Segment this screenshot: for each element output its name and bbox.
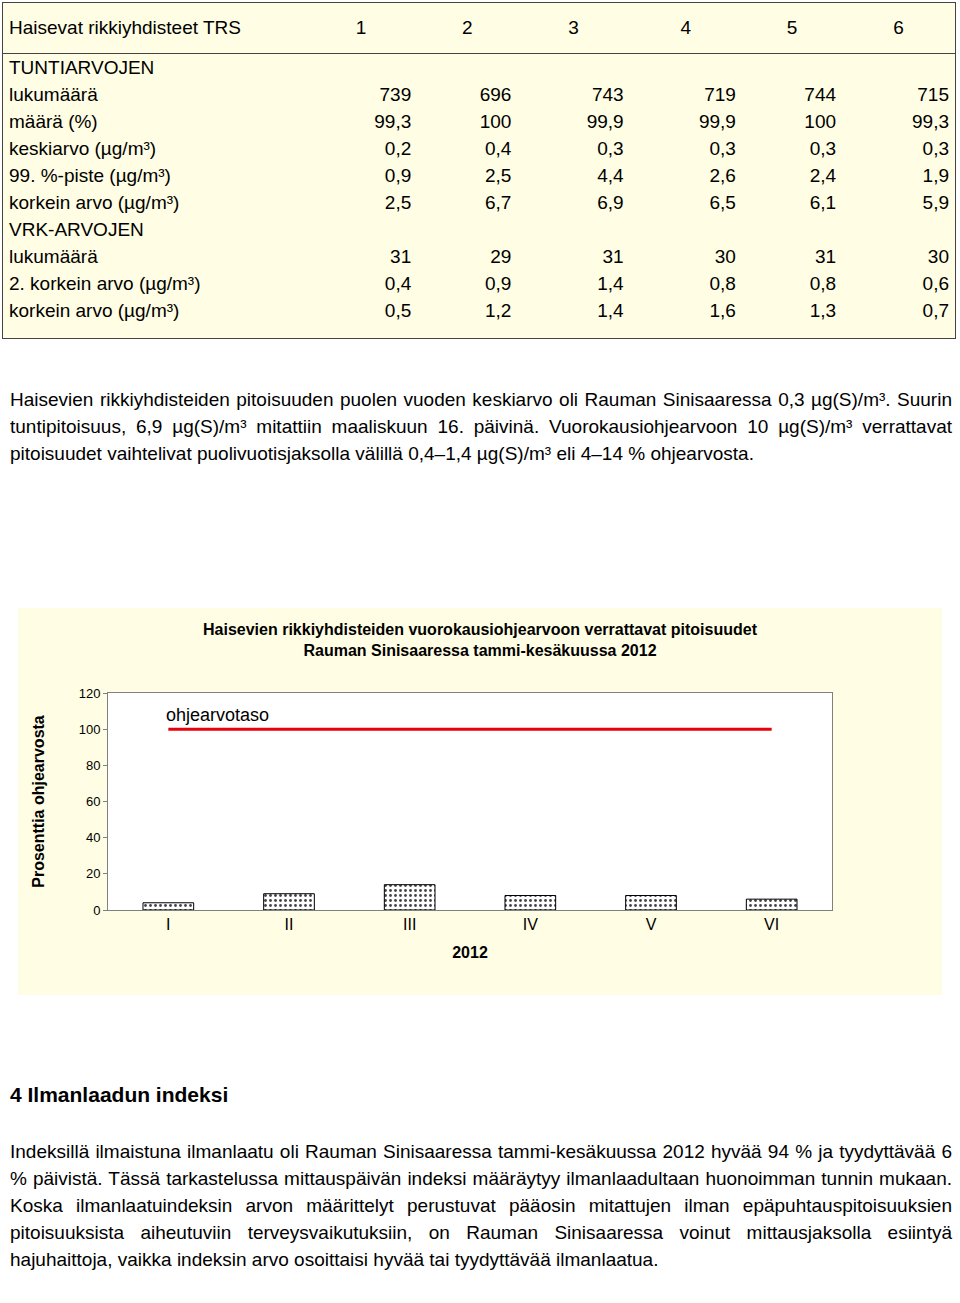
html-text:31: 31 [390,245,412,267]
html-text:0,9: 0,9 [384,164,412,186]
html-text:0,2: 0,2 [384,137,412,159]
html-text:0,9: 0,9 [485,272,512,294]
html-text:0,4: 0,4 [384,272,412,294]
html-text:lukumäärä: lukumäärä [9,83,98,105]
html-text:korkein arvo (µg/m³): korkein arvo (µg/m³) [9,191,180,213]
html-text:4 Ilmanlaadun indeksi: 4 Ilmanlaadun indeksi [10,1083,229,1106]
html-text:739: 739 [379,83,412,105]
html-text:0,8: 0,8 [809,272,837,294]
svg-text:ohjearvotaso: ohjearvotaso [166,705,269,725]
html-text:Haisevien rikkiyhdisteiden pit: Haisevien rikkiyhdisteiden pitoisuuden p… [10,389,952,464]
svg-text:Haisevien rikkiyhdisteiden vuo: Haisevien rikkiyhdisteiden vuorokausiohj… [203,621,758,659]
html-text:29: 29 [490,245,512,267]
svg-text:V: V [646,916,657,933]
svg-text:III: III [403,916,416,933]
html-text:5,9: 5,9 [922,191,949,213]
html-text:30: 30 [714,245,736,267]
html-text:keskiarvo (µg/m³): keskiarvo (µg/m³) [9,137,157,159]
svg-text:60: 60 [86,794,100,809]
html-text:1,4: 1,4 [597,272,624,294]
html-text:0,3: 0,3 [922,137,949,159]
html-text:99,9: 99,9 [698,110,736,132]
html-text:6: 6 [893,17,904,38]
svg-text:VI: VI [764,916,779,933]
html-text:2,5: 2,5 [384,191,412,213]
html-text:0,8: 0,8 [709,272,736,294]
html-text:743: 743 [592,83,624,105]
html-text:1: 1 [355,17,367,38]
html-text:100: 100 [479,110,512,132]
svg-text:0: 0 [93,903,100,918]
html-text:1,4: 1,4 [597,299,624,321]
html-text:696: 696 [479,83,512,105]
html-text:2: 2 [462,17,473,38]
svg-text:100: 100 [79,722,101,737]
html-text:6,1: 6,1 [809,191,837,213]
html-text:VRK-ARVOJEN: VRK-ARVOJEN [9,218,144,240]
html-text:31: 31 [814,245,837,267]
svg-text:IV: IV [523,916,538,933]
html-text:TUNTIARVOJEN: TUNTIARVOJEN [9,56,155,78]
html-text:6,7: 6,7 [485,191,512,213]
html-text:2,5: 2,5 [485,164,512,186]
html-text:0,6: 0,6 [922,272,949,294]
html-text:0,3: 0,3 [597,137,624,159]
html-text:Indeksillä ilmaistuna ilmanlaa: Indeksillä ilmaistuna ilmanlaatu oli Rau… [10,1141,952,1270]
html-text:5: 5 [786,17,798,38]
html-text:lukumäärä: lukumäärä [9,245,98,267]
html-text:2,4: 2,4 [809,164,837,186]
html-text:719: 719 [704,83,736,105]
html-text:715: 715 [917,83,949,105]
svg-text:120: 120 [79,686,101,701]
html-text:1,9: 1,9 [922,164,949,186]
svg-text:80: 80 [86,758,100,773]
html-text:0,3: 0,3 [709,137,736,159]
html-text:1,6: 1,6 [709,299,736,321]
html-text:Haisevat rikkiyhdisteet TRS: Haisevat rikkiyhdisteet TRS [9,17,241,38]
html-text:100: 100 [804,110,837,132]
svg-text:2012: 2012 [452,944,488,961]
html-text:0,5: 0,5 [384,299,412,321]
html-text:0,4: 0,4 [485,137,512,159]
html-text:6,5: 6,5 [709,191,736,213]
html-text:31: 31 [602,245,624,267]
html-text:99,3: 99,3 [912,110,949,132]
svg-text:II: II [285,916,294,933]
html-text:6,9: 6,9 [597,191,624,213]
html-text:0,3: 0,3 [809,137,837,159]
html-text:744: 744 [804,83,837,105]
svg-text:20: 20 [86,866,100,881]
html-text:99,9: 99,9 [586,110,624,132]
html-text:1,2: 1,2 [485,299,512,321]
html-text:määrä (%): määrä (%) [9,110,98,132]
html-text:30: 30 [927,245,949,267]
html-text:2. korkein arvo (µg/m³): 2. korkein arvo (µg/m³) [9,272,201,294]
html-text:2,6: 2,6 [709,164,736,186]
svg-text:Prosenttia ohjearvosta: Prosenttia ohjearvosta [30,715,47,888]
html-text:4,4: 4,4 [597,164,624,186]
html-text:99. %-piste (µg/m³): 99. %-piste (µg/m³) [9,164,171,186]
svg-text:40: 40 [86,830,100,845]
html-text:korkein arvo (µg/m³): korkein arvo (µg/m³) [9,299,180,321]
html-text:1,3: 1,3 [809,299,837,321]
svg-text:I: I [166,916,170,933]
html-text:3: 3 [568,17,579,38]
html-text:4: 4 [680,17,692,38]
html-text:0,7: 0,7 [922,299,949,321]
html-text:99,3: 99,3 [374,110,412,132]
